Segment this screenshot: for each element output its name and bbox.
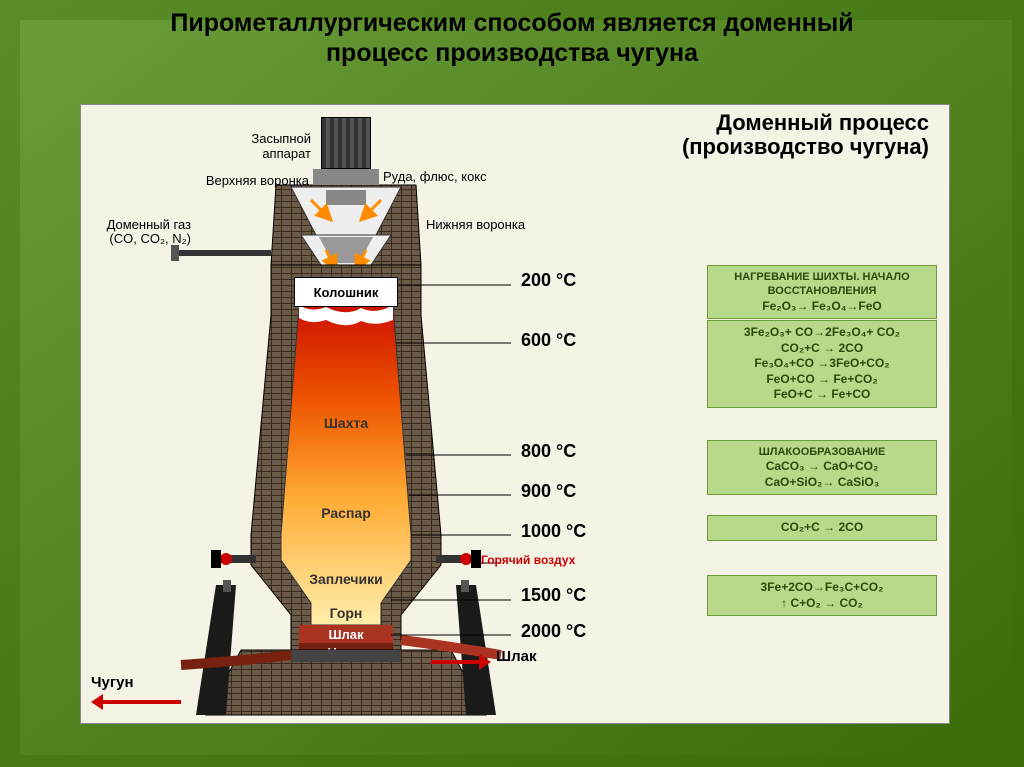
shaft-label: Шахта (286, 415, 406, 431)
reaction-box-1: 3Fe₂O₃+ CO→2Fe₃O₄+ CO₂CO₂+C → 2COFe₃O₄+C… (707, 320, 937, 408)
zaplechiki-label: Заплечики (286, 571, 406, 587)
title-line2: процесс производства чугуна (326, 39, 698, 67)
temp-5: 1500 °C (521, 585, 586, 606)
slag-label: Шлак (328, 627, 364, 642)
reaction-box-4: 3Fe+2CO→Fe₃C+CO₂↑ C+O₂ → CO₂ (707, 575, 937, 616)
temp-0: 200 °C (521, 270, 576, 291)
reaction-box-0: НАГРЕВАНИЕ ШИХТЫ. НАЧАЛО ВОССТАНОВЛЕНИЯF… (707, 265, 937, 319)
temp-1: 600 °C (521, 330, 576, 351)
label-charging: Засыпной аппарат (206, 131, 311, 161)
label-upper-funnel: Верхняя воронка (204, 173, 309, 188)
label-shlak-out: Шлак (496, 648, 536, 665)
blast-furnace-diagram: Доменный процесс (производство чугуна) (80, 104, 950, 724)
diagram-title-1: Доменный процесс (716, 110, 929, 135)
temp-4: 1000 °C (521, 521, 586, 542)
diagram-title: Доменный процесс (производство чугуна) (682, 111, 929, 159)
koloshnik-label: Колошник (294, 277, 398, 307)
gorn-label: Горн (286, 605, 406, 621)
title-line1: Пирометаллургическим способом является д… (170, 9, 853, 37)
diagram-title-2: (производство чугуна) (682, 134, 929, 159)
label-gas: Доменный газ (CO, CO₂, N₂) (81, 218, 191, 247)
charging-apparatus (321, 117, 371, 169)
temp-3: 900 °C (521, 481, 576, 502)
label-lower-funnel: Нижняя воронка (426, 218, 525, 232)
arrow-shlak (431, 660, 481, 664)
temp-6: 2000 °C (521, 621, 586, 642)
raspar-label: Распар (286, 505, 406, 521)
temp-2: 800 °C (521, 441, 576, 462)
reaction-box-2: ШЛАКООБРАЗОВАНИЕCaCO₃ → CaO+CO₂CaO+SiO₂→… (707, 440, 937, 495)
reaction-box-3: CO₂+C → 2CO (707, 515, 937, 541)
slide-title: Пирометаллургическим способом является д… (0, 8, 1024, 68)
label-chugun-out: Чугун (91, 674, 134, 691)
label-hot-air: Горячий воздух (481, 553, 575, 567)
grey-band (313, 169, 379, 185)
label-ore: Руда, флюс, кокс (383, 169, 487, 184)
arrow-chugun (101, 700, 181, 704)
